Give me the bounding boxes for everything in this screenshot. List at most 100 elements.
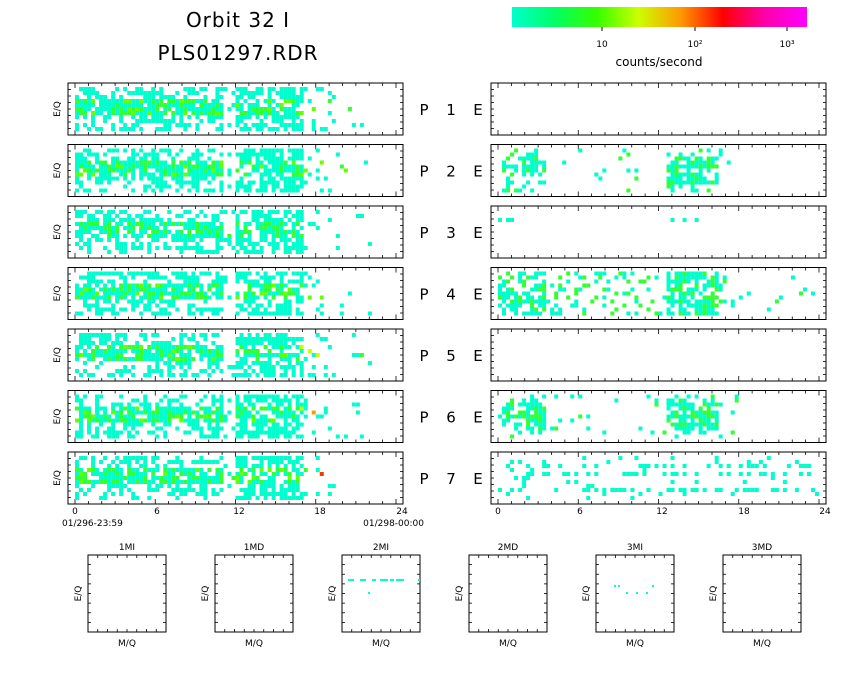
ion-panel-5-cell (147, 357, 152, 361)
ion-panel-4-cell (283, 291, 288, 296)
ion-panel-6-cell (263, 414, 268, 419)
ion-panel-6-cell (275, 406, 280, 411)
electron-panel-4-cell (698, 307, 703, 312)
ion-panel-2-cell (99, 160, 104, 165)
ion-panel-7-cell (319, 472, 324, 476)
ion-panel-5-cell (203, 369, 208, 373)
ion-panel-1-cell (279, 91, 284, 95)
ion-panel-1-cell (299, 127, 304, 131)
ion-panel-6-cell (111, 418, 116, 423)
ion-panel-1-cell (183, 111, 188, 115)
electron-panel-7-cell (546, 472, 551, 476)
mass-panel-title: 1MI (119, 543, 135, 553)
ion-panel-7-cell (103, 472, 108, 476)
electron-panel-4-cell (530, 287, 535, 292)
ion-panel-3-cell (147, 250, 152, 254)
ion-panel-5-cell (115, 337, 120, 341)
ion-panel-3-cell (295, 230, 300, 234)
ion-panel-7-cell (139, 480, 144, 484)
ion-panel-1-cell (99, 99, 104, 103)
electron-panel-6-cell (690, 414, 695, 419)
ion-panel-5-cell (235, 373, 240, 377)
ion-panel-4-cell (91, 291, 96, 296)
electron-panel-2-cell (706, 188, 711, 193)
ion-panel-4-cell (319, 295, 324, 300)
ion-panel-5-cell (291, 337, 296, 341)
ion-panel-6-cell (199, 426, 204, 431)
panel-label-e6: E (473, 409, 482, 427)
electron-panel-3 (490, 205, 827, 259)
ion-panel-5-cell (251, 349, 256, 353)
electron-panel-6-cell (730, 430, 735, 435)
ion-panel-3-cell (195, 246, 200, 250)
ion-panel-1-cell (147, 111, 152, 115)
ion-panel-4-cell (255, 307, 260, 312)
panel-label-e1: E (473, 101, 482, 119)
ion-panel-3-cell (75, 214, 79, 218)
electron-panel-6-cell (570, 418, 575, 423)
ion-panel-6-cell (131, 398, 136, 403)
electron-panel-4-cell (514, 307, 519, 312)
ion-panel-1-cell (175, 111, 180, 115)
ion-panel-2-cell (295, 168, 300, 173)
ion-panel-2-cell (155, 156, 160, 161)
electron-panel-4-cell (682, 271, 687, 276)
ion-panel-5-cell (167, 373, 172, 377)
ion-panel-1-cell (267, 103, 272, 107)
ion-panel-5-cell (115, 349, 120, 353)
ion-panel-7-cell (287, 476, 292, 480)
ion-panel-3-cell (275, 242, 280, 246)
ion-panel-2-cell (279, 156, 284, 161)
ion-panel-6-cell (119, 430, 124, 435)
electron-panel-7-cell (670, 480, 675, 484)
ion-panel-5-cell (111, 349, 116, 353)
panel-label-e2: E (473, 163, 482, 181)
ion-panel-1-cell (107, 111, 112, 115)
ion-panel-3-cell (275, 246, 280, 250)
ion-panel-3-cell (267, 218, 272, 222)
electron-panel-7-cell (542, 464, 547, 468)
ion-panel-4-cell (147, 299, 152, 304)
ion-panel-3-cell (243, 226, 248, 230)
ion-panel-7-cell (127, 464, 132, 468)
ion-panel-3-cell (131, 218, 136, 222)
ion-panel-2-cell (175, 188, 180, 193)
ion-panel-4-cell (191, 271, 196, 276)
electron-panel-7-cell (810, 488, 815, 492)
electron-panel-4-cell (602, 303, 607, 308)
ion-panel-5-cell (151, 341, 156, 345)
ion-panel-3-cell (291, 222, 296, 226)
ion-panel-1-cell (235, 115, 240, 119)
ion-panel-6-cell (107, 430, 112, 435)
ion-panel-4-cell (243, 271, 248, 276)
ion-panel-2-cell (363, 160, 368, 165)
electron-panel-4-cell (706, 303, 711, 308)
electron-panel-4-cell (566, 295, 571, 300)
ion-panel-6-cell (211, 402, 216, 407)
ion-panel-6-cell (135, 430, 140, 435)
ion-ylabel-5: E/Q (53, 347, 63, 363)
ion-panel-6-cell (239, 422, 244, 427)
electron-panel-6-cell (554, 394, 559, 399)
electron-panel-4-cell (498, 275, 502, 280)
ion-panel-2-cell (119, 160, 124, 165)
electron-panel-4-cell (678, 279, 683, 284)
ion-panel-2-cell (227, 172, 232, 177)
ion-panel-2-cell (111, 164, 116, 169)
ion-panel-6-cell (91, 434, 96, 439)
ion-panel-7-cell (187, 488, 192, 492)
ion-panel-6-cell (95, 418, 100, 423)
ion-panel-6-cell (263, 418, 268, 423)
ion-panel-4-cell (135, 299, 140, 304)
ion-panel-5-cell (147, 369, 152, 373)
electron-panel-4-cell (502, 311, 507, 316)
ion-panel-3-cell (155, 238, 160, 242)
mass-panel-title: 3MI (627, 543, 643, 553)
ion-panel-6-cell (327, 426, 332, 431)
electron-panel-4-cell (534, 299, 539, 304)
electron-panel-6-cell (706, 406, 711, 411)
ion-panel-1-cell (243, 87, 248, 91)
ion-panel-7-cell (131, 468, 136, 472)
ion-panel-6-cell (199, 414, 204, 419)
